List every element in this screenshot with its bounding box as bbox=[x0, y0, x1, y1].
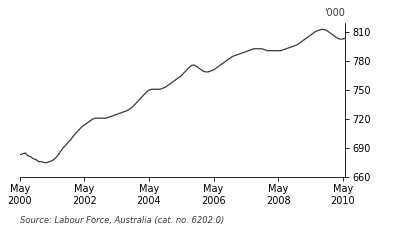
Text: '000: '000 bbox=[324, 8, 345, 18]
Text: Source: Labour Force, Australia (cat. no. 6202.0): Source: Labour Force, Australia (cat. no… bbox=[20, 216, 224, 225]
